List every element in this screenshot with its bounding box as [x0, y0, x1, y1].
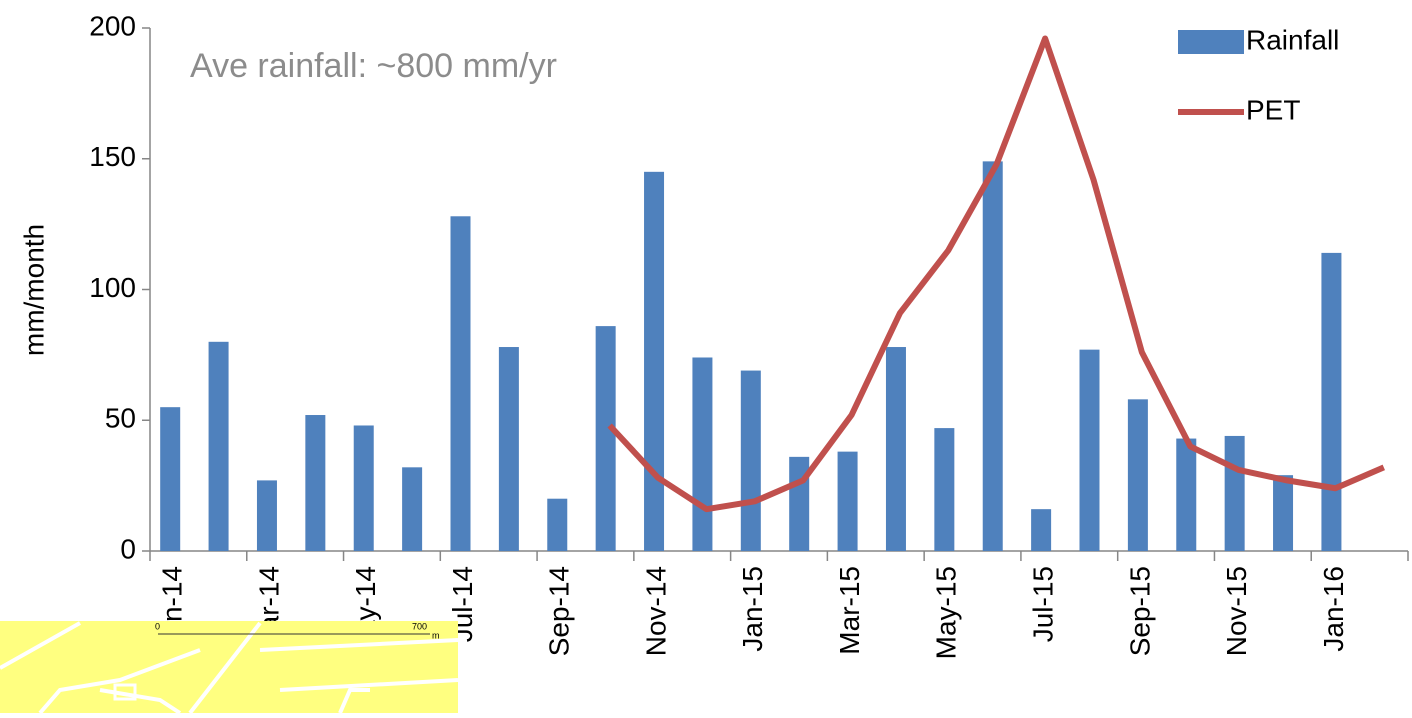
map-road — [38, 648, 201, 715]
bar — [692, 357, 713, 551]
bar — [934, 428, 955, 551]
bar — [547, 498, 568, 551]
bar — [402, 467, 423, 551]
bar — [1321, 252, 1342, 551]
map-road — [338, 688, 370, 714]
bar — [1031, 509, 1052, 551]
map-road — [99, 688, 182, 715]
map-scale-label: 700 — [412, 621, 427, 631]
bar — [789, 456, 810, 551]
bar — [160, 407, 181, 551]
legend-swatch — [1178, 30, 1244, 54]
bar — [885, 347, 906, 551]
x-tick-label: Jan-16 — [1318, 566, 1349, 652]
y-tick-label: 200 — [89, 10, 136, 41]
legend-label: PET — [1246, 94, 1300, 125]
map-scale-label: 0 — [155, 621, 160, 631]
x-tick-label: Sep-15 — [1124, 566, 1155, 656]
line — [607, 35, 1386, 513]
bar — [1079, 349, 1100, 551]
y-tick-label: 50 — [105, 403, 136, 434]
bar — [595, 326, 616, 551]
legend-label: Rainfall — [1246, 24, 1339, 55]
bar — [498, 347, 519, 551]
bar — [837, 451, 858, 551]
bar — [1224, 435, 1245, 551]
map-background — [0, 621, 458, 713]
bar — [1273, 475, 1294, 551]
y-tick-label: 100 — [89, 272, 136, 303]
map-road — [0, 621, 81, 670]
bar — [740, 370, 761, 551]
bar — [1176, 438, 1197, 551]
y-tick-label: 0 — [120, 533, 136, 564]
map-building — [113, 683, 137, 701]
x-tick-label: Jul-15 — [1028, 566, 1059, 642]
bar — [208, 341, 229, 551]
x-tick-label: Jan-15 — [737, 566, 768, 652]
map-inset: 0 700 m — [0, 621, 459, 715]
bar — [1127, 399, 1148, 551]
map-road — [259, 638, 459, 652]
map-road — [279, 678, 459, 692]
bar — [353, 425, 374, 551]
x-tick-label: Sep-14 — [544, 566, 575, 656]
y-tick-label: 150 — [89, 141, 136, 172]
map-road — [188, 621, 262, 715]
bar — [644, 171, 665, 551]
y-axis-label: mm/month — [18, 224, 49, 356]
bar — [982, 161, 1003, 552]
bar — [256, 480, 277, 551]
x-tick-label: Nov-15 — [1221, 566, 1252, 656]
x-tick-label: Mar-15 — [834, 566, 865, 655]
bar — [450, 216, 471, 551]
bar — [305, 415, 326, 551]
x-tick-label: May-15 — [931, 566, 962, 659]
annotation: Ave rainfall: ~800 mm/yr — [190, 47, 557, 85]
map-scale-label: m — [432, 630, 440, 640]
x-tick-label: Nov-14 — [640, 566, 671, 656]
